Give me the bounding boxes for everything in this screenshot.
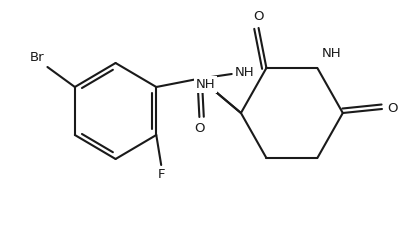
- Text: Br: Br: [30, 51, 45, 64]
- Text: NH: NH: [196, 78, 215, 91]
- Text: F: F: [158, 168, 165, 181]
- Text: NH: NH: [322, 47, 342, 60]
- Text: O: O: [194, 122, 205, 135]
- Text: O: O: [387, 102, 397, 115]
- Text: NH: NH: [235, 66, 254, 79]
- Text: O: O: [254, 10, 264, 23]
